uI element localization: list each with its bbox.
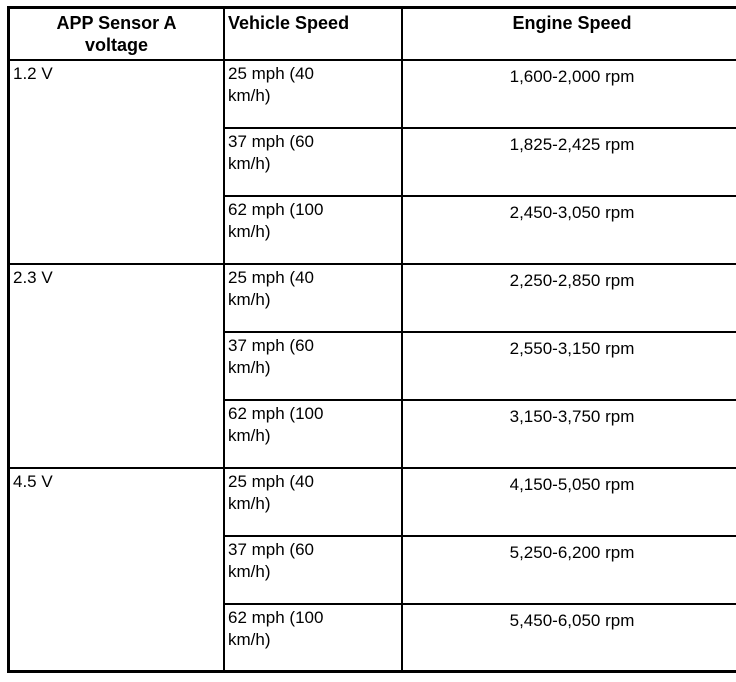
table-row: 62 mph (100 km/h) 3,150-3,750 rpm bbox=[9, 398, 736, 469]
vehicle-speed-cell: 25 mph (40 km/h) bbox=[223, 466, 403, 537]
vehicle-speed-cell: 62 mph (100 km/h) bbox=[223, 398, 403, 469]
table-header: APP Sensor A voltage Vehicle Speed Engin… bbox=[7, 6, 736, 61]
table-row: 4.5 V 25 mph (40 km/h) 4,150-5,050 rpm bbox=[7, 466, 736, 673]
table-row: 62 mph (100 km/h) 2,450-3,050 rpm bbox=[9, 194, 736, 265]
engine-speed-cell: 5,450-6,050 rpm bbox=[401, 602, 736, 673]
table-row: 2.3 V 25 mph (40 km/h) 2,250-2,850 rpm bbox=[7, 262, 736, 469]
engine-speed-cell: 3,150-3,750 rpm bbox=[401, 398, 736, 469]
header-vehicle-speed: Vehicle Speed bbox=[223, 6, 403, 61]
engine-speed-cell: 1,825-2,425 rpm bbox=[401, 126, 736, 197]
voltage-cell: 2.3 V bbox=[7, 262, 225, 469]
header-engine-speed: Engine Speed bbox=[401, 6, 736, 61]
vehicle-speed-cell: 37 mph (60 km/h) bbox=[223, 126, 403, 197]
table-row: 62 mph (100 km/h) 5,450-6,050 rpm bbox=[9, 602, 736, 673]
voltage-cell: 1.2 V bbox=[7, 58, 225, 265]
header-app-sensor-voltage: APP Sensor A voltage bbox=[7, 6, 225, 61]
app-sensor-speed-table: APP Sensor A voltage Vehicle Speed Engin… bbox=[7, 6, 736, 673]
vehicle-speed-cell: 62 mph (100 km/h) bbox=[223, 194, 403, 265]
engine-speed-cell: 4,150-5,050 rpm bbox=[401, 466, 736, 537]
engine-speed-cell: 2,550-3,150 rpm bbox=[401, 330, 736, 401]
table-body: 1.2 V 25 mph (40 km/h) 1,600-2,000 rpm 3… bbox=[7, 58, 736, 673]
vehicle-speed-cell: 37 mph (60 km/h) bbox=[223, 330, 403, 401]
vehicle-speed-cell: 25 mph (40 km/h) bbox=[223, 262, 403, 333]
engine-speed-cell: 2,250-2,850 rpm bbox=[401, 262, 736, 333]
vehicle-speed-cell: 62 mph (100 km/h) bbox=[223, 602, 403, 673]
voltage-cell: 4.5 V bbox=[7, 466, 225, 673]
engine-speed-cell: 2,450-3,050 rpm bbox=[401, 194, 736, 265]
table-row: 37 mph (60 km/h) 2,550-3,150 rpm bbox=[9, 330, 736, 401]
table-row: 37 mph (60 km/h) 1,825-2,425 rpm bbox=[9, 126, 736, 197]
table-row: 1.2 V 25 mph (40 km/h) 1,600-2,000 rpm bbox=[7, 58, 736, 265]
engine-speed-cell: 1,600-2,000 rpm bbox=[401, 58, 736, 129]
header-row: APP Sensor A voltage Vehicle Speed Engin… bbox=[7, 6, 736, 61]
engine-speed-cell: 5,250-6,200 rpm bbox=[401, 534, 736, 605]
vehicle-speed-cell: 37 mph (60 km/h) bbox=[223, 534, 403, 605]
vehicle-speed-cell: 25 mph (40 km/h) bbox=[223, 58, 403, 129]
table-row: 37 mph (60 km/h) 5,250-6,200 rpm bbox=[9, 534, 736, 605]
